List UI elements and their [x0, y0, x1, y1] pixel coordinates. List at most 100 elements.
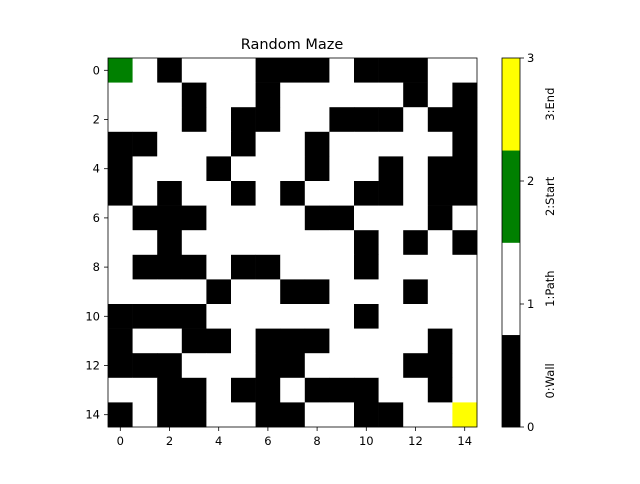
maze-cell: [231, 402, 256, 428]
maze-cell: [378, 107, 404, 133]
maze-cell: [231, 181, 256, 206]
maze-cell: [280, 156, 306, 182]
maze-cell: [452, 82, 478, 108]
maze-cell: [280, 377, 306, 403]
maze-cell: [132, 82, 158, 108]
maze-cell: [304, 58, 330, 83]
maze-cell: [354, 304, 379, 329]
maze-cell: [378, 377, 404, 403]
maze-cell: [280, 181, 306, 206]
y-axis: 0 2 4 6 8 10 12 14: [85, 63, 108, 422]
maze-cell: [206, 304, 232, 329]
x-tick-label: 8: [313, 434, 320, 448]
maze-cell: [231, 304, 256, 329]
maze-cell: [231, 156, 256, 182]
x-axis: 0 2 4 6 8 10 12 14: [117, 427, 472, 448]
maze-cell: [452, 328, 478, 354]
y-tick-label: 6: [93, 211, 100, 225]
maze-cell: [304, 377, 330, 403]
maze-cell: [280, 205, 306, 231]
maze-cell: [378, 402, 404, 428]
maze-cell: [255, 254, 281, 280]
maze-cell: [181, 328, 207, 354]
maze-cell: [157, 156, 183, 182]
maze-cell: [132, 353, 158, 379]
maze-cell: [132, 328, 158, 354]
y-tick-label: 12: [85, 359, 100, 373]
maze-cell: [329, 58, 355, 83]
maze-cell: [181, 205, 207, 231]
maze-cell: [427, 254, 453, 280]
maze-cell: [157, 328, 183, 354]
maze-cell: [354, 156, 379, 182]
maze-cell: [108, 377, 133, 403]
maze-cell: [427, 279, 453, 305]
maze-cell: [231, 254, 256, 280]
colorbar-label: 0:Wall: [543, 363, 557, 398]
maze-cell: [354, 131, 379, 157]
maze-cell: [108, 304, 133, 329]
colorbar-segment: [502, 58, 520, 151]
maze-cell: [452, 254, 478, 280]
x-tick-label: 6: [264, 434, 271, 448]
maze-cell: [108, 353, 133, 379]
maze-cell: [378, 279, 404, 305]
colorbar-tick-label: 1: [527, 297, 534, 311]
maze-cell: [280, 254, 306, 280]
maze-cell: [231, 230, 256, 256]
maze-cell: [403, 205, 429, 231]
maze-cell: [181, 58, 207, 83]
x-tick-label: 14: [457, 434, 472, 448]
maze-cell: [354, 279, 379, 305]
maze-cell: [181, 353, 207, 379]
maze-cell: [378, 304, 404, 329]
maze-cell: [108, 131, 133, 157]
maze-cell: [181, 156, 207, 182]
maze-cell: [452, 131, 478, 157]
maze-cell: [255, 82, 281, 108]
maze-cell: [354, 353, 379, 379]
maze-cell: [403, 107, 429, 133]
maze-cell: [132, 254, 158, 280]
maze-cell: [132, 279, 158, 305]
maze-cell: [427, 353, 453, 379]
maze-cell: [255, 205, 281, 231]
maze-cell: [280, 82, 306, 108]
maze-cell: [231, 58, 256, 83]
x-tick-label: 0: [117, 434, 124, 448]
maze-cell: [206, 279, 232, 305]
colorbar-label: 1:Path: [543, 270, 557, 306]
colorbar-label: 2:Start: [543, 176, 557, 216]
maze-cell: [354, 181, 379, 206]
maze-cell: [255, 377, 281, 403]
maze-cell: [181, 402, 207, 428]
maze-cell: [403, 377, 429, 403]
maze-cell: [354, 82, 379, 108]
maze-cell: [304, 107, 330, 133]
maze-cell: [132, 402, 158, 428]
maze-cell: [108, 58, 133, 83]
maze-cell: [304, 131, 330, 157]
maze-cell: [452, 353, 478, 379]
maze-cell: [329, 131, 355, 157]
maze-cell: [304, 205, 330, 231]
maze-cell: [427, 304, 453, 329]
maze-cell: [427, 377, 453, 403]
maze-cell: [157, 58, 183, 83]
maze-cell: [378, 181, 404, 206]
maze-cell: [255, 181, 281, 206]
y-tick-label: 4: [93, 162, 100, 176]
maze-cell: [329, 279, 355, 305]
maze-cell: [280, 131, 306, 157]
maze-cell: [354, 58, 379, 83]
maze-cell: [280, 58, 306, 83]
maze-cell: [157, 254, 183, 280]
maze-cell: [157, 82, 183, 108]
maze-cell: [108, 402, 133, 428]
maze-cell: [132, 230, 158, 256]
maze-cell: [132, 181, 158, 206]
maze-cell: [304, 181, 330, 206]
colorbar-frame: [501, 57, 521, 428]
maze-cell: [157, 377, 183, 403]
maze-cell: [329, 304, 355, 329]
